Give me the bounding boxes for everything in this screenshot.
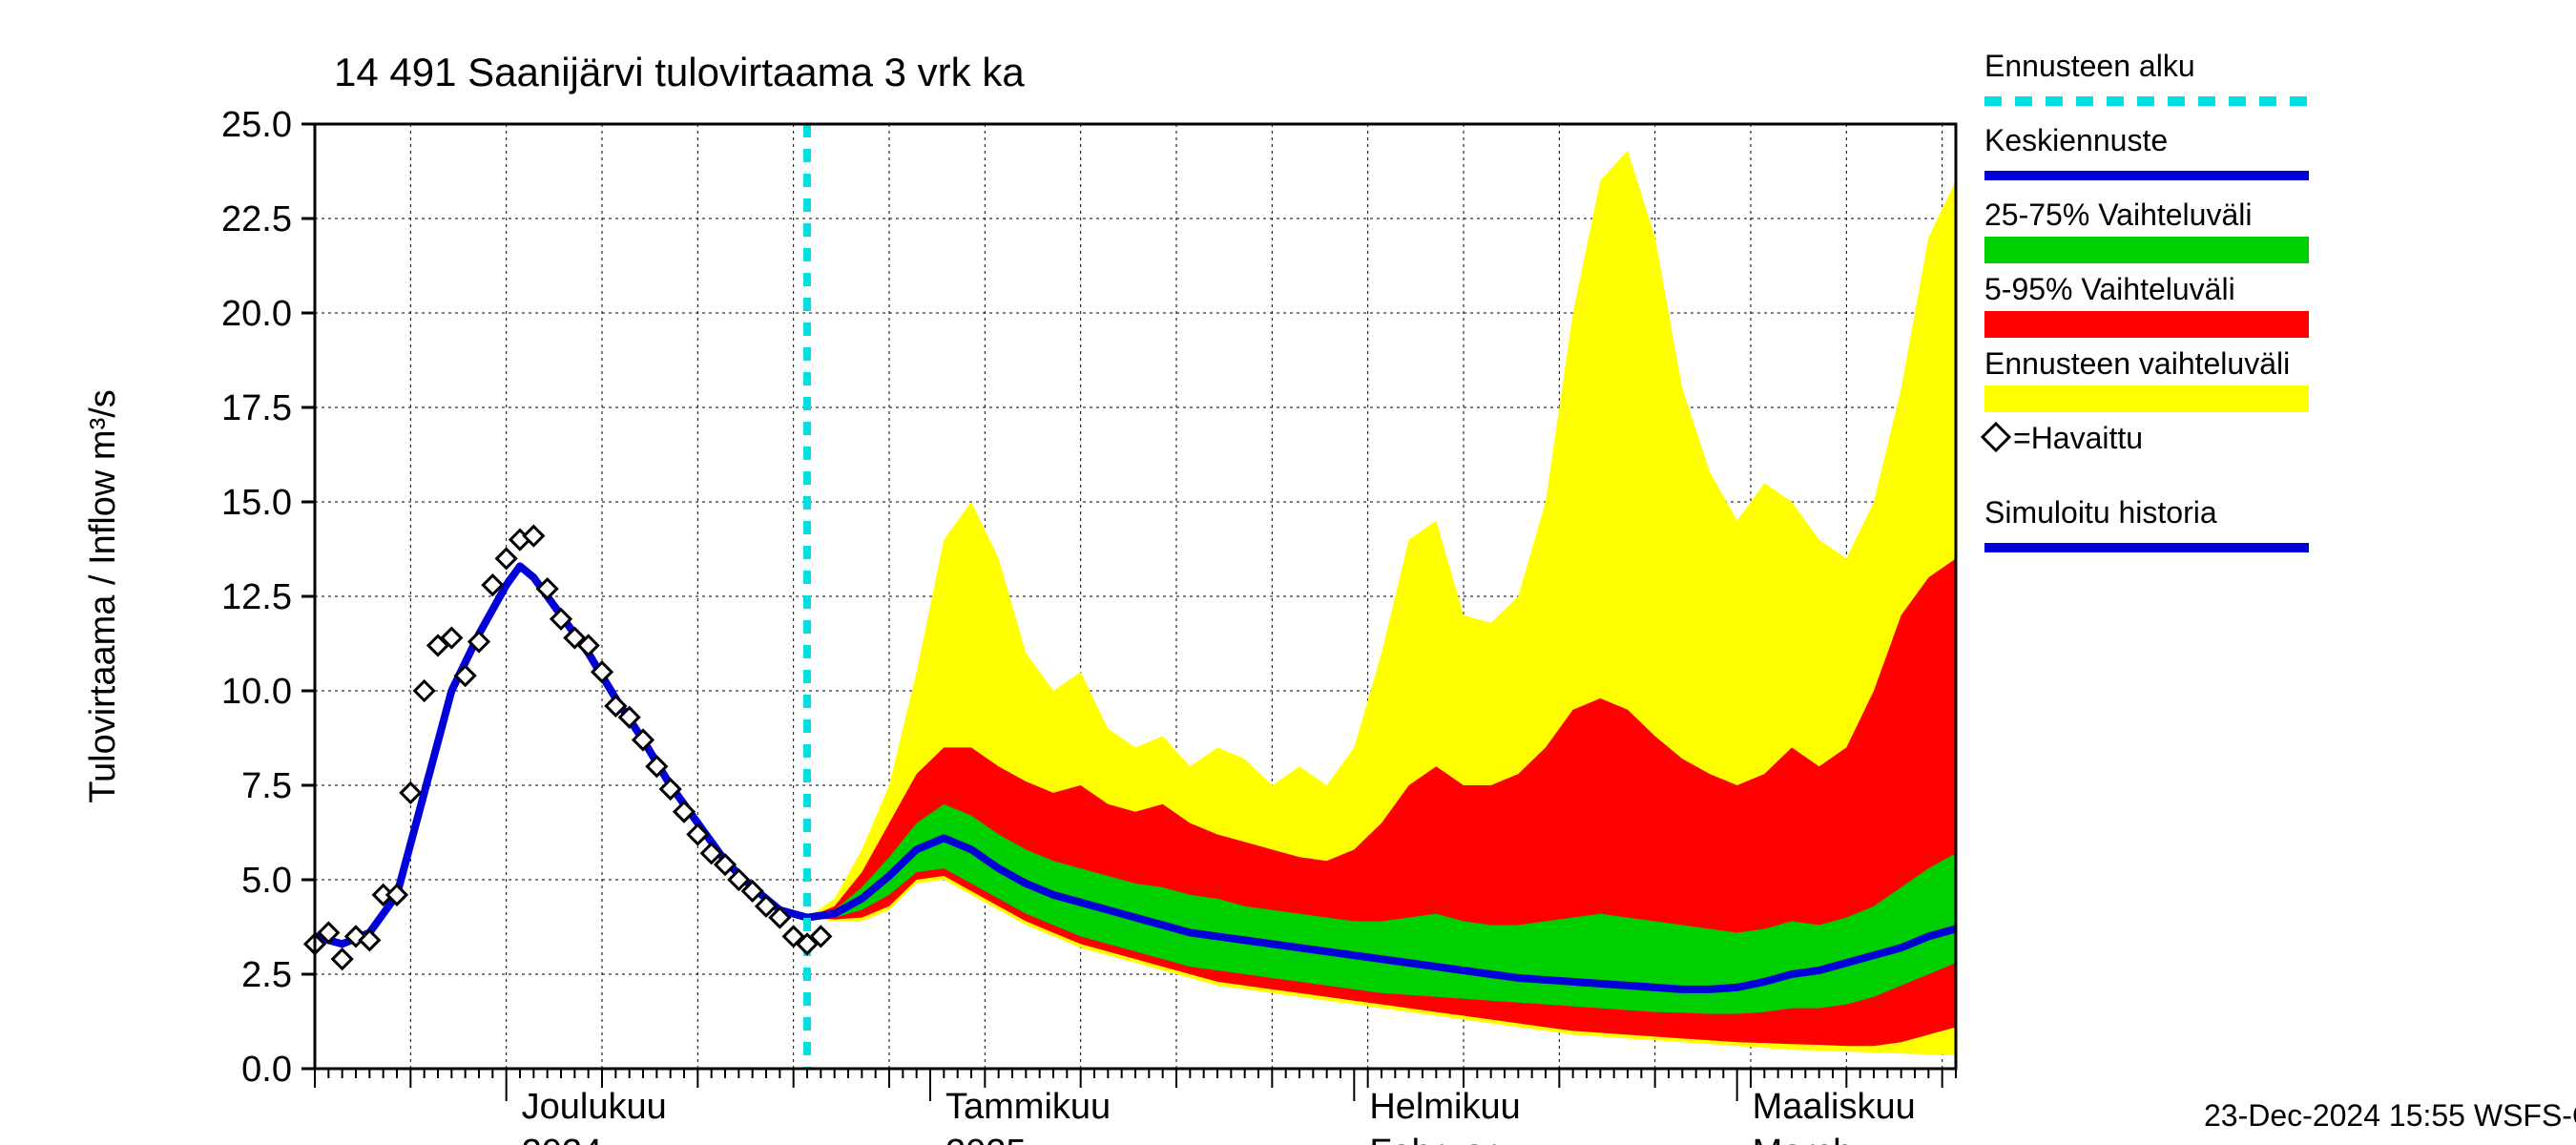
legend-label: Simuloitu historia — [1984, 495, 2217, 530]
y-tick-label: 5.0 — [241, 861, 292, 901]
month-label-bottom: February — [1369, 1133, 1514, 1145]
month-label-bottom: 2025 — [945, 1133, 1027, 1145]
month-label-bottom: 2024 — [522, 1133, 603, 1145]
legend-swatch — [1984, 311, 2309, 338]
y-tick-label: 20.0 — [221, 294, 292, 334]
legend-label: Ennusteen alku — [1984, 49, 2195, 83]
y-tick-label: 10.0 — [221, 672, 292, 712]
y-tick-label: 15.0 — [221, 483, 292, 523]
month-label-top: Helmikuu — [1369, 1087, 1520, 1127]
y-tick-label: 0.0 — [241, 1050, 292, 1090]
y-axis-label: Tulovirtaama / Inflow m³/s — [83, 389, 123, 803]
y-tick-label: 25.0 — [221, 105, 292, 145]
chart-footer: 23-Dec-2024 15:55 WSFS-O — [2204, 1098, 2576, 1133]
y-tick-label: 12.5 — [221, 577, 292, 617]
month-label-top: Maaliskuu — [1753, 1087, 1916, 1127]
month-label-top: Tammikuu — [945, 1087, 1111, 1127]
chart-title: 14 491 Saanijärvi tulovirtaama 3 vrk ka — [334, 50, 1025, 94]
legend-label: 25-75% Vaihteluväli — [1984, 198, 2252, 232]
month-label-top: Joulukuu — [522, 1087, 667, 1127]
legend-label: Ennusteen vaihteluväli — [1984, 346, 2290, 381]
month-label-bottom: March — [1753, 1133, 1854, 1145]
inflow-forecast-chart: 0.0 2.5 5.0 7.5 10.0 12.5 15.0 17.5 20.0 22.5 25.0… — [0, 0, 2576, 1145]
legend-label: Keskiennuste — [1984, 123, 2168, 157]
y-tick-label: 17.5 — [221, 388, 292, 428]
y-tick-label: 2.5 — [241, 955, 292, 995]
legend-label: =Havaittu — [2013, 421, 2143, 455]
y-tick-label: 22.5 — [221, 199, 292, 239]
legend-swatch — [1984, 385, 2309, 412]
legend-label: 5-95% Vaihteluväli — [1984, 272, 2235, 306]
legend-swatch — [1984, 237, 2309, 263]
y-tick-label: 7.5 — [241, 766, 292, 806]
